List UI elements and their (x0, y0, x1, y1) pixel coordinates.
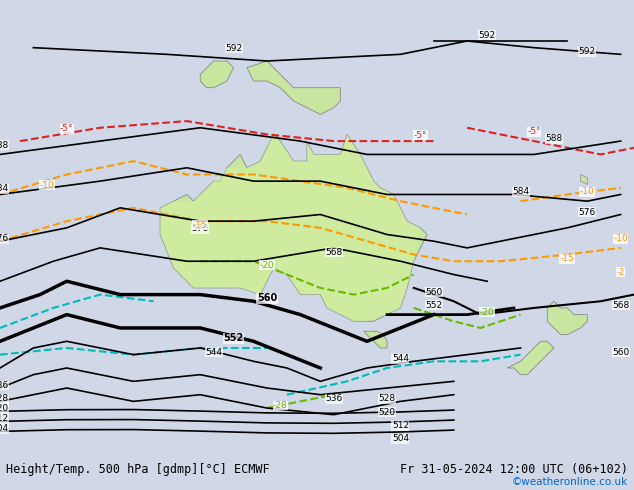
Polygon shape (160, 134, 427, 321)
Text: 544: 544 (205, 347, 222, 357)
Text: 528: 528 (0, 394, 9, 403)
Text: 576: 576 (0, 234, 9, 243)
Polygon shape (200, 61, 233, 88)
Text: -5°: -5° (60, 124, 74, 133)
Polygon shape (507, 342, 554, 375)
Text: 584: 584 (512, 188, 529, 196)
Text: 512: 512 (392, 421, 409, 430)
Text: -10: -10 (580, 188, 595, 196)
Text: -28: -28 (273, 401, 288, 410)
Text: 592: 592 (225, 44, 242, 53)
Text: 536: 536 (0, 381, 9, 390)
Text: -2: -2 (616, 268, 624, 276)
Text: -5°: -5° (527, 127, 541, 136)
Text: -15: -15 (193, 221, 207, 230)
Text: 592: 592 (579, 48, 596, 56)
Text: 504: 504 (392, 435, 409, 443)
Text: 584: 584 (0, 184, 9, 193)
Text: -20: -20 (260, 261, 275, 270)
Polygon shape (581, 174, 587, 184)
Text: Height/Temp. 500 hPa [gdmp][°C] ECMWF: Height/Temp. 500 hPa [gdmp][°C] ECMWF (6, 463, 270, 476)
Text: 560: 560 (425, 288, 443, 296)
Polygon shape (160, 134, 420, 321)
Text: 560: 560 (257, 293, 277, 303)
Text: -15: -15 (560, 254, 574, 263)
Text: 520: 520 (378, 408, 396, 416)
Text: Fr 31-05-2024 12:00 UTC (06+102): Fr 31-05-2024 12:00 UTC (06+102) (399, 463, 628, 476)
Text: 528: 528 (378, 394, 396, 403)
Text: -10: -10 (613, 234, 628, 243)
Text: 592: 592 (479, 31, 496, 40)
Text: 504: 504 (0, 424, 9, 433)
Text: 552: 552 (425, 301, 443, 310)
Polygon shape (364, 331, 387, 348)
Text: ©weatheronline.co.uk: ©weatheronline.co.uk (512, 477, 628, 487)
Text: 520: 520 (0, 404, 9, 414)
Polygon shape (547, 301, 587, 335)
Text: 576: 576 (191, 224, 209, 233)
Text: 568: 568 (612, 301, 630, 310)
Text: 568: 568 (325, 247, 342, 257)
Text: 588: 588 (0, 141, 9, 150)
Text: 536: 536 (325, 394, 342, 403)
Text: -5°: -5° (414, 131, 427, 140)
Text: 544: 544 (392, 354, 409, 363)
Text: 576: 576 (579, 207, 596, 217)
Text: 560: 560 (612, 347, 630, 357)
Text: 512: 512 (0, 415, 9, 423)
Text: -10: -10 (39, 181, 54, 190)
Polygon shape (247, 61, 340, 114)
Text: 552: 552 (223, 333, 243, 343)
Text: 588: 588 (545, 134, 562, 143)
Text: -20: -20 (480, 308, 495, 317)
